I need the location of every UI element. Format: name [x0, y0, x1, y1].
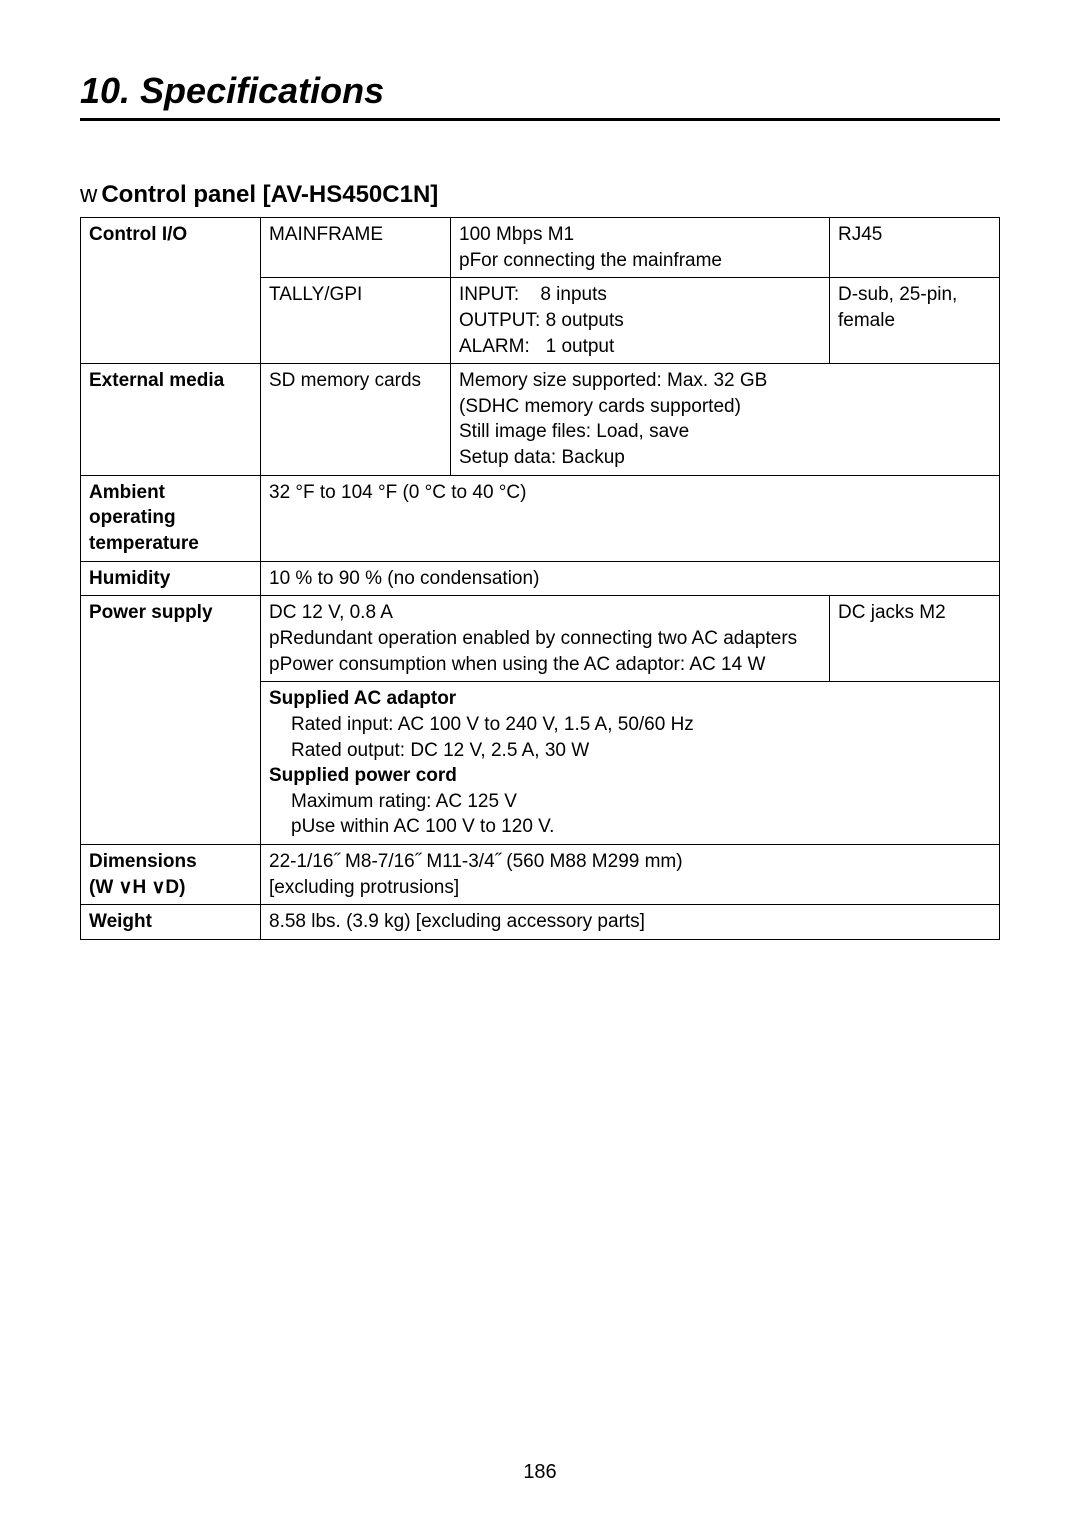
cell-mainframe-name: MAINFRAME [261, 218, 451, 278]
cell-dimensions-value: 22-1/16˝ M8-7/16˝ M11-3/4˝ (560 M88 M299… [261, 845, 1000, 905]
section-title-text: Control panel [AV-HS450C1N] [101, 181, 438, 208]
section-bullet: w [80, 181, 97, 209]
ext-media-l4: Setup data: Backup [459, 447, 625, 468]
cord-heading: Supplied power cord [269, 765, 457, 786]
table-row: Weight 8.58 lbs. (3.9 kg) [excluding acc… [81, 905, 1000, 940]
page: 10. Specifications wControl panel [AV-HS… [0, 0, 1080, 1524]
chapter-title: 10. Specifications [80, 70, 1000, 121]
spec-table: Control I/O MAINFRAME 100 Mbps M1 pFor c… [80, 217, 1000, 940]
cord-l2-prefix: p [291, 816, 302, 837]
cord-l2-wrap: pUse within AC 100 V to 120 V. [269, 814, 991, 840]
cell-ext-media-desc: Memory size supported: Max. 32 GB (SDHC … [451, 364, 1000, 476]
row-label-dimensions: Dimensions (W ∨H ∨D) [81, 845, 261, 905]
cord-l2: Use within AC 100 V to 120 V. [302, 816, 555, 837]
table-row: Humidity 10 % to 90 % (no condensation) [81, 561, 1000, 596]
dim-value-l2: [excluding protrusions] [269, 877, 459, 898]
row-label-weight: Weight [81, 905, 261, 940]
mainframe-note: For connecting the mainframe [470, 250, 722, 271]
power-l2-prefix: p [269, 628, 280, 649]
ext-media-l2: (SDHC memory cards supported) [459, 396, 741, 417]
cell-humidity-value: 10 % to 90 % (no condensation) [261, 561, 1000, 596]
row-label-power: Power supply [81, 596, 261, 845]
row-label-ext-media: External media [81, 364, 261, 476]
table-row: External media SD memory cards Memory si… [81, 364, 1000, 476]
ambient-label-l1: Ambient operating [89, 482, 176, 529]
cell-power-adaptor: Supplied AC adaptor Rated input: AC 100 … [261, 682, 1000, 845]
cell-tally-desc: INPUT: 8 inputs OUTPUT: 8 outputs ALARM:… [451, 278, 830, 364]
cord-l1: Maximum rating: AC 125 V [269, 789, 991, 815]
tally-alarm-label: ALARM: [459, 336, 530, 357]
ext-media-l1: Memory size supported: Max. 32 GB [459, 370, 767, 391]
row-label-ambient: Ambient operating temperature [81, 475, 261, 561]
cell-power-connector: DC jacks M2 [830, 596, 1000, 682]
tally-alarm-val: 1 output [546, 336, 615, 357]
ac-heading: Supplied AC adaptor [269, 688, 456, 709]
table-row: Control I/O MAINFRAME 100 Mbps M1 pFor c… [81, 218, 1000, 278]
dim-label-l1: Dimensions [89, 851, 197, 872]
dim-label-l2: (W ∨H ∨D) [89, 877, 185, 898]
power-l3-prefix: p [269, 654, 280, 675]
row-label-control-io: Control I/O [81, 218, 261, 364]
mainframe-speed: 100 Mbps M1 [459, 224, 574, 245]
cell-tally-name: TALLY/GPI [261, 278, 451, 364]
cell-ext-media-name: SD memory cards [261, 364, 451, 476]
power-l1: DC 12 V, 0.8 A [269, 602, 393, 623]
tally-output-label: OUTPUT: [459, 310, 540, 331]
mainframe-note-prefix: p [459, 250, 470, 271]
page-number: 186 [0, 1461, 1080, 1484]
cell-weight-value: 8.58 lbs. (3.9 kg) [excluding accessory … [261, 905, 1000, 940]
dim-value-l1: 22-1/16˝ M8-7/16˝ M11-3/4˝ (560 M88 M299… [269, 851, 683, 872]
tally-input-val: 8 inputs [540, 284, 607, 305]
table-row: Dimensions (W ∨H ∨D) 22-1/16˝ M8-7/16˝ M… [81, 845, 1000, 905]
section-title: wControl panel [AV-HS450C1N] [80, 181, 1000, 209]
power-l3: Power consumption when using the AC adap… [280, 654, 766, 675]
cell-mainframe-connector: RJ45 [830, 218, 1000, 278]
ac-l2: Rated output: DC 12 V, 2.5 A, 30 W [269, 738, 991, 764]
row-label-humidity: Humidity [81, 561, 261, 596]
cell-mainframe-desc: 100 Mbps M1 pFor connecting the mainfram… [451, 218, 830, 278]
ambient-label-l2: temperature [89, 533, 199, 554]
tally-output-val: 8 outputs [546, 310, 624, 331]
cell-ambient-value: 32 °F to 104 °F (0 °C to 40 °C) [261, 475, 1000, 561]
table-row: Power supply DC 12 V, 0.8 A pRedundant o… [81, 596, 1000, 682]
cell-tally-connector: D-sub, 25-pin, female [830, 278, 1000, 364]
ext-media-l3: Still image files: Load, save [459, 421, 689, 442]
ac-l1: Rated input: AC 100 V to 240 V, 1.5 A, 5… [269, 712, 991, 738]
tally-input-label: INPUT: [459, 284, 519, 305]
cell-power-main: DC 12 V, 0.8 A pRedundant operation enab… [261, 596, 830, 682]
power-l2: Redundant operation enabled by connectin… [280, 628, 798, 649]
table-row: Ambient operating temperature 32 °F to 1… [81, 475, 1000, 561]
